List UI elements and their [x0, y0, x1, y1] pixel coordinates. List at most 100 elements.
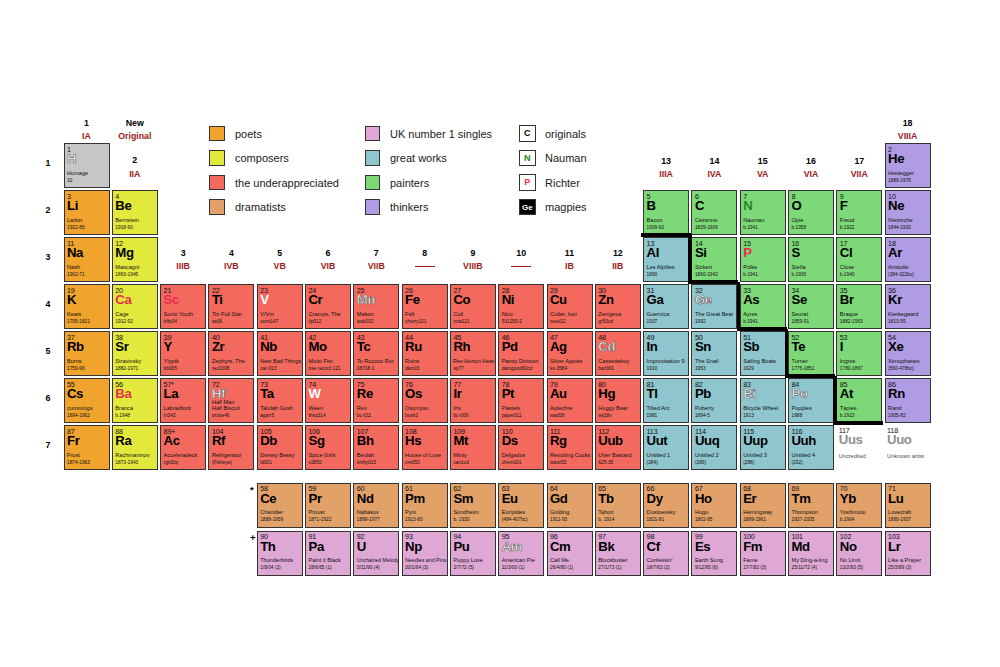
- element-cell-Ni: 28NiNico531250-2: [498, 284, 544, 329]
- entry-name: Rand: [888, 406, 901, 412]
- element-cell-Ce: 58CeChandler1888-1959: [257, 483, 303, 528]
- element-cell-Th: 90ThThunderbirds1/8/04 (2): [257, 531, 303, 576]
- entry-name: Uncredited: [839, 454, 866, 460]
- entry-detail: 1821-81: [647, 517, 665, 522]
- group-number-8: 8: [402, 248, 448, 258]
- legend-label-greatworks: great works: [390, 152, 447, 164]
- entry-detail: 1759-96: [67, 366, 85, 371]
- element-symbol: Sm: [453, 492, 473, 505]
- entry-detail: can1cd: [453, 460, 468, 465]
- element-cell-Sg: 106SgSpice Girlsv2850: [305, 425, 351, 470]
- group-roman-7: VIIB: [353, 261, 399, 271]
- entry-name: Revolting Cocks: [550, 453, 590, 459]
- element-symbol: Rf: [212, 434, 225, 447]
- entry-name: Cézanne: [695, 218, 717, 224]
- element-cell-Cm: 96CmCall Me26/4/80 (1): [547, 531, 593, 576]
- element-cell-Nb: 41NbNew Bad Thingscar-013: [257, 331, 303, 376]
- entry-detail: 1894-1962: [67, 413, 90, 418]
- element-cell-Fm: 100FmFame17/7/82 (3): [740, 531, 786, 576]
- element-cell-Ba: 56BaBrancab.1948: [112, 378, 158, 423]
- entry-detail: 625-35: [598, 460, 613, 465]
- entry-name: My Ding-a-ling: [792, 558, 828, 564]
- element-symbol: Se: [792, 293, 807, 306]
- element-cell-Fr: 87FrFrost1874-1963: [64, 425, 110, 470]
- element-cell-Tc: 43TcTo Rococo Rot08718-1: [353, 331, 399, 376]
- legend-symbol-Richter: P: [519, 174, 536, 191]
- element-symbol: Br: [840, 293, 854, 306]
- entry-detail: 1/8/04 (2): [260, 565, 281, 570]
- entry-detail: b.1936: [792, 272, 807, 277]
- entry-detail: wap58: [550, 413, 564, 418]
- element-symbol: Uup: [743, 434, 767, 447]
- entry-detail: 1775-1851: [792, 366, 815, 371]
- entry-detail: 1913: [743, 413, 754, 418]
- element-cell-Cr: 24CrCramps, Theilp012: [305, 284, 351, 329]
- entry-name: Rev Horton Heat: [453, 359, 494, 365]
- element-cell-Nd: 60NdNabakov1899-1977: [353, 483, 399, 528]
- element-symbol: Cm: [550, 540, 570, 553]
- entry-detail: 28/6/65 (1): [309, 565, 332, 570]
- entry-detail: (Fisheye): [212, 460, 232, 465]
- entry-name: cummings: [67, 406, 93, 412]
- element-symbol: Mt: [453, 434, 468, 447]
- element-cell-Pu: 94PuPuppy Love2/7/72 (5): [450, 531, 496, 576]
- element-cell-S: 16SStellab.1936: [788, 237, 834, 282]
- group-number-4: 4: [208, 248, 254, 258]
- element-symbol: Au: [550, 387, 567, 400]
- entry-name: Silver Apples: [550, 359, 582, 365]
- entry-detail: bffp34: [164, 319, 177, 324]
- entry-name: Cassetteboy: [598, 359, 629, 365]
- entry-name: Burns: [67, 359, 82, 365]
- legend-symbol-Nauman: N: [519, 150, 536, 167]
- element-cell-In: 49InImprovisation 91910: [643, 331, 689, 376]
- entry-name: Call Me: [550, 558, 569, 564]
- entry-name: Thompson: [792, 510, 818, 516]
- group-number-2: 2: [112, 155, 158, 165]
- element-cell-Sn: 50SnThe Snail1953: [691, 331, 737, 376]
- element-symbol: Ti: [212, 293, 223, 306]
- entry-detail: 1863-1945: [115, 272, 138, 277]
- entry-name: Polke: [743, 265, 757, 271]
- group-number-9: 9: [450, 248, 496, 258]
- entry-name: Aristotle: [888, 265, 908, 271]
- element-cell-Hf: 72HfHalf ManHalf Biscuitprobe46: [208, 378, 254, 423]
- element-symbol: Hs: [405, 434, 421, 447]
- element-symbol: Fm: [743, 540, 762, 553]
- element-cell-Fe: 26FeFeltcherry121: [402, 284, 448, 329]
- entry-name: Tabori: [598, 510, 613, 516]
- period-label-2: 2: [41, 205, 55, 215]
- entry-name: Puppy Love: [453, 558, 483, 564]
- group-number-16: 16: [788, 156, 834, 166]
- element-symbol: Mg: [115, 246, 133, 259]
- entry-name: Autechre: [550, 406, 572, 412]
- group-number-3: 3: [160, 248, 206, 258]
- element-symbol: Ds: [502, 434, 518, 447]
- entry-name: Unknown artist: [887, 454, 924, 460]
- entry-detail: b.1941: [743, 225, 758, 230]
- legend-label-originals: originals: [545, 128, 586, 140]
- element-symbol: As: [743, 293, 759, 306]
- group-number-11: 11: [547, 248, 593, 258]
- element-cell-V: 23VV/Vmvvmt147: [257, 284, 303, 329]
- element-symbol: Re: [357, 387, 373, 400]
- element-symbol: Tm: [792, 492, 811, 505]
- entry-detail: chem001: [502, 460, 522, 465]
- group-roman-15: VA: [740, 169, 786, 179]
- entry-detail: b.1948: [115, 413, 130, 418]
- entry-detail: (560-478bc): [888, 366, 914, 371]
- element-symbol: Ra: [115, 434, 131, 447]
- element-symbol: Nb: [260, 340, 277, 353]
- staircase-line: [737, 282, 741, 329]
- staircase-line: [641, 233, 691, 237]
- element-cell-C: 6CCézanne1839-1906: [691, 190, 737, 235]
- legend-swatch-painters: [365, 175, 381, 191]
- entry-name: Zephyrs, The: [212, 359, 245, 365]
- entry-name: Spice Girls: [309, 453, 336, 459]
- element-cell-Ga: 31GaGuernica1937: [643, 284, 689, 329]
- entry-name: Untitled 3: [743, 453, 767, 459]
- entry-name: Osymyso: [405, 406, 428, 412]
- element-cell-Te: 52TeTurner1775-1851: [788, 331, 834, 376]
- element-symbol: Am: [502, 540, 522, 553]
- element-cell-Rf: 104RfRefrigerator(Fisheye): [208, 425, 254, 470]
- element-cell-Hs: 108HsHouse of Lovecre053: [402, 425, 448, 470]
